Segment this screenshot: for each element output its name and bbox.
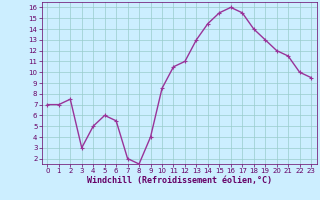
X-axis label: Windchill (Refroidissement éolien,°C): Windchill (Refroidissement éolien,°C) xyxy=(87,176,272,185)
